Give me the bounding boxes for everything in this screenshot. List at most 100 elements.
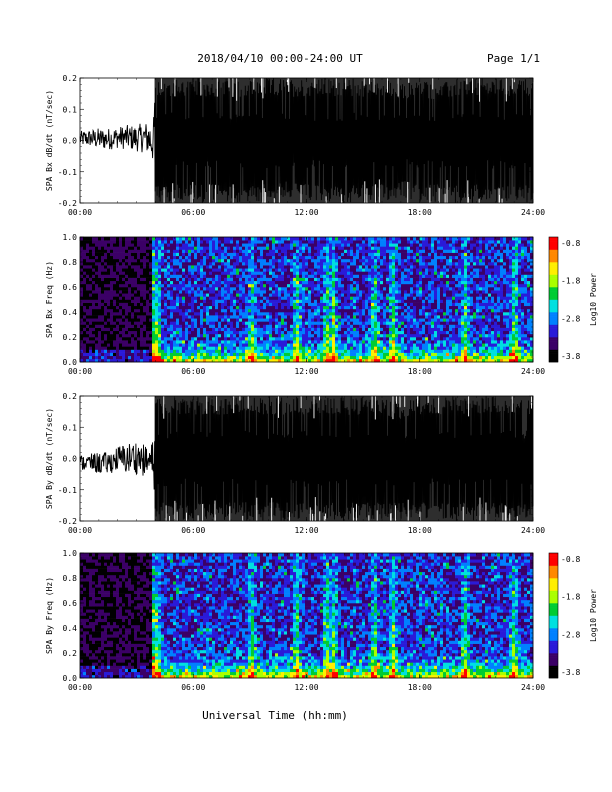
- spectrogram-cell: [206, 293, 210, 297]
- spectrogram-cell: [230, 252, 234, 257]
- spectrogram-cell: [278, 296, 282, 300]
- spectrogram-cell: [86, 302, 90, 307]
- spectrogram-cell: [221, 318, 225, 322]
- spectrogram-cell: [128, 258, 132, 263]
- spectrogram-cell: [395, 349, 399, 353]
- spectrogram-cell: [266, 274, 270, 278]
- spectrogram-cell: [428, 277, 432, 282]
- spectrogram-cell: [281, 268, 285, 272]
- spectrogram-cell: [371, 358, 375, 363]
- spectrogram-cell: [359, 321, 363, 325]
- spectrogram-cell: [305, 280, 309, 285]
- spectrogram-cell: [221, 355, 225, 360]
- spectrogram-cell: [374, 237, 378, 241]
- spectrogram-cell: [218, 296, 222, 300]
- spectrogram-cell: [431, 277, 435, 282]
- spectrogram-cell: [320, 271, 324, 275]
- spectrogram-cell: [275, 293, 279, 297]
- spectrogram-cell: [158, 240, 162, 244]
- spectrogram-cell: [383, 318, 387, 322]
- spectrogram-cell: [167, 280, 171, 285]
- spectrogram-cell: [170, 358, 174, 363]
- spectrogram-cell: [383, 355, 387, 360]
- spectrogram-cell: [107, 287, 111, 291]
- spectrogram-cell: [317, 358, 321, 363]
- spectrogram-cell: [338, 340, 342, 344]
- spectrogram-cell: [407, 243, 411, 247]
- spectrogram-cell: [164, 333, 168, 338]
- spectrogram-cell: [356, 299, 360, 303]
- spectrogram-cell: [191, 343, 195, 347]
- spectrogram-cell: [188, 252, 192, 257]
- spectrogram-cell: [113, 240, 117, 244]
- spectrogram-cell: [185, 246, 189, 250]
- spectrogram-cell: [182, 262, 186, 266]
- spectrogram-cell: [392, 293, 396, 297]
- spectrogram-cell: [86, 296, 90, 300]
- spectrogram-cell: [152, 315, 156, 319]
- spectrogram-cell: [266, 255, 270, 260]
- spectrogram-cell: [182, 343, 186, 347]
- spectrogram-cell: [233, 258, 237, 263]
- spectrogram-cell: [104, 305, 108, 310]
- spectrogram-cell: [296, 330, 300, 335]
- spectrogram-cell: [386, 340, 390, 344]
- spectrogram-cell: [371, 330, 375, 335]
- spectrogram-cell: [185, 330, 189, 335]
- spectrogram-cell: [203, 240, 207, 244]
- spectrogram-cell: [329, 277, 333, 282]
- spectrogram-cell: [437, 299, 441, 303]
- spectrogram-cell: [272, 271, 276, 275]
- spectrogram-cell: [335, 265, 339, 269]
- spectrogram-cell: [284, 315, 288, 319]
- spectrogram-cell: [437, 243, 441, 247]
- spectrogram-cell: [398, 252, 402, 257]
- spectrogram-cell: [311, 321, 315, 325]
- spectrogram-cell: [422, 258, 426, 263]
- spectrogram-cell: [215, 293, 219, 297]
- spectrogram-cell: [296, 333, 300, 338]
- spectrogram-cell: [188, 355, 192, 360]
- spectrogram-cell: [224, 355, 228, 360]
- spectrogram-cell: [296, 277, 300, 282]
- spectrogram-cell: [389, 330, 393, 335]
- spectrogram-cell: [296, 252, 300, 257]
- spectrogram-cell: [314, 249, 318, 253]
- spectrogram-cell: [437, 271, 441, 275]
- spectrogram-cell: [182, 265, 186, 269]
- spectrogram-cell: [287, 349, 291, 353]
- spectrogram-cell: [293, 290, 297, 294]
- spectrogram-cell: [206, 343, 210, 347]
- spectrogram-cell: [374, 296, 378, 300]
- spectrogram-cell: [263, 340, 267, 344]
- spectrogram-cell: [401, 340, 405, 344]
- spectrogram-cell: [107, 268, 111, 272]
- spectrogram-cell: [359, 327, 363, 332]
- spectrogram-cell: [347, 271, 351, 275]
- spectrogram-cell: [332, 296, 336, 300]
- spectrogram-cell: [182, 252, 186, 257]
- spectrogram-cell: [359, 262, 363, 266]
- spectrogram-cell: [320, 355, 324, 360]
- spectrogram-cell: [281, 246, 285, 250]
- spectrogram-cell: [251, 252, 255, 257]
- spectrogram-cell: [179, 327, 183, 332]
- spectrogram-cell: [215, 340, 219, 344]
- spectrogram-cell: [311, 318, 315, 322]
- trace-gap: [228, 78, 230, 88]
- spectrogram-cell: [80, 358, 84, 363]
- spectrogram-cell: [326, 277, 330, 282]
- spectrogram-cell: [320, 296, 324, 300]
- spectrogram-cell: [218, 349, 222, 353]
- spectrogram-cell: [317, 271, 321, 275]
- spectrogram-cell: [398, 255, 402, 260]
- spectrogram-cell: [260, 352, 264, 357]
- spectrogram-cell: [383, 340, 387, 344]
- spectrogram-cell: [95, 274, 99, 278]
- spectrogram-cell: [428, 346, 432, 350]
- spectrogram-cell: [101, 262, 105, 266]
- spectrogram-cell: [194, 318, 198, 322]
- spectrogram-cell: [251, 349, 255, 353]
- spectrogram-cell: [362, 290, 366, 294]
- spectrogram-cell: [248, 330, 252, 335]
